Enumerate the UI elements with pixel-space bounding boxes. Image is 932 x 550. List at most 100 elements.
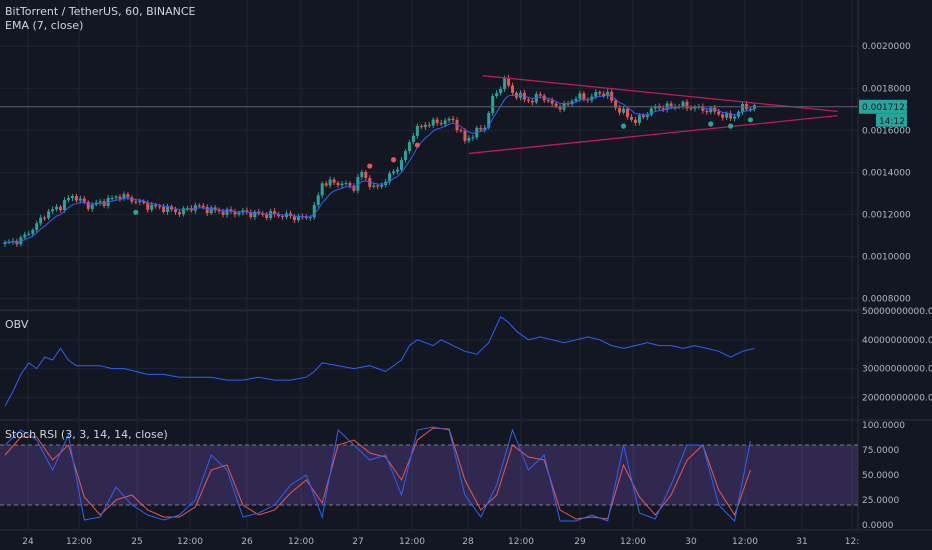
candle-body[interactable] xyxy=(55,206,59,210)
candle-body[interactable] xyxy=(138,201,142,203)
candle-body[interactable] xyxy=(618,107,622,113)
ema-label[interactable]: EMA (7, close) xyxy=(5,19,84,32)
candle-body[interactable] xyxy=(86,201,90,209)
candle-body[interactable] xyxy=(304,216,308,219)
candle-body[interactable] xyxy=(340,183,344,186)
candle-body[interactable] xyxy=(142,201,146,203)
candle-body[interactable] xyxy=(733,116,737,119)
trendline[interactable] xyxy=(482,75,838,113)
candle-body[interactable] xyxy=(273,211,277,215)
candle-body[interactable] xyxy=(201,205,205,208)
candle-body[interactable] xyxy=(689,108,693,110)
candle-body[interactable] xyxy=(534,94,538,103)
stoch-label[interactable]: Stoch RSI (3, 3, 14, 14, close) xyxy=(5,428,168,441)
candle-body[interactable] xyxy=(582,93,586,100)
candle-body[interactable] xyxy=(118,196,122,199)
candle-body[interactable] xyxy=(526,99,530,101)
candle-body[interactable] xyxy=(590,96,594,101)
symbol-title[interactable]: BitTorrent / TetherUS, 60, BINANCE xyxy=(5,5,196,18)
candle-body[interactable] xyxy=(316,195,320,205)
candle-body[interactable] xyxy=(546,100,550,102)
candle-body[interactable] xyxy=(261,213,265,215)
candle-body[interactable] xyxy=(197,205,201,207)
candle-body[interactable] xyxy=(51,209,55,212)
candle-body[interactable] xyxy=(352,185,356,191)
candle-body[interactable] xyxy=(114,196,118,198)
candle-body[interactable] xyxy=(495,93,499,97)
candle-body[interactable] xyxy=(134,201,138,203)
candle-body[interactable] xyxy=(649,108,653,115)
candle-body[interactable] xyxy=(193,205,197,211)
candle-body[interactable] xyxy=(602,93,606,97)
candle-body[interactable] xyxy=(443,120,447,125)
candle-body[interactable] xyxy=(162,206,166,213)
candle-body[interactable] xyxy=(78,198,82,201)
candle-body[interactable] xyxy=(447,118,451,121)
candle-body[interactable] xyxy=(372,185,376,187)
candle-body[interactable] xyxy=(507,77,511,86)
candle-body[interactable] xyxy=(400,160,403,170)
candle-body[interactable] xyxy=(122,194,126,199)
candle-body[interactable] xyxy=(459,130,463,132)
candle-body[interactable] xyxy=(209,207,213,214)
candle-body[interactable] xyxy=(281,216,285,218)
candle-body[interactable] xyxy=(181,208,185,215)
candle-body[interactable] xyxy=(435,119,439,123)
candle-body[interactable] xyxy=(3,242,7,244)
candle-body[interactable] xyxy=(146,202,150,210)
candle-body[interactable] xyxy=(415,126,419,136)
candle-body[interactable] xyxy=(550,100,554,104)
candle-body[interactable] xyxy=(403,151,407,161)
candle-body[interactable] xyxy=(173,209,177,213)
candle-body[interactable] xyxy=(285,213,289,217)
candle-body[interactable] xyxy=(35,223,39,230)
candle-body[interactable] xyxy=(645,114,649,118)
candle-body[interactable] xyxy=(725,113,729,118)
candle-body[interactable] xyxy=(641,115,645,118)
candle-body[interactable] xyxy=(82,198,86,202)
candle-body[interactable] xyxy=(336,182,340,186)
candle-body[interactable] xyxy=(431,119,435,126)
candle-body[interactable] xyxy=(661,108,665,110)
candle-body[interactable] xyxy=(503,77,507,90)
candle-body[interactable] xyxy=(126,194,130,198)
candle-body[interactable] xyxy=(538,94,542,96)
candle-body[interactable] xyxy=(74,196,78,201)
candle-body[interactable] xyxy=(396,169,400,172)
candle-body[interactable] xyxy=(669,103,673,108)
candle-body[interactable] xyxy=(332,179,336,183)
candle-body[interactable] xyxy=(320,183,324,196)
candle-body[interactable] xyxy=(392,171,396,174)
candle-body[interactable] xyxy=(150,204,154,210)
candle-body[interactable] xyxy=(487,112,491,128)
candle-body[interactable] xyxy=(705,110,709,113)
obv-label[interactable]: OBV xyxy=(5,318,29,331)
candle-body[interactable] xyxy=(614,100,618,108)
candle-body[interactable] xyxy=(70,196,74,199)
candle-body[interactable] xyxy=(681,101,685,107)
candle-body[interactable] xyxy=(578,93,582,99)
candle-body[interactable] xyxy=(62,200,66,211)
candle-body[interactable] xyxy=(463,130,467,141)
candle-body[interactable] xyxy=(475,127,479,138)
candle-body[interactable] xyxy=(90,204,94,209)
candle-body[interactable] xyxy=(483,127,487,130)
candle-body[interactable] xyxy=(66,198,70,201)
candle-body[interactable] xyxy=(39,217,43,224)
candle-body[interactable] xyxy=(221,211,225,215)
candle-body[interactable] xyxy=(348,183,352,186)
candle-body[interactable] xyxy=(554,103,558,107)
candle-body[interactable] xyxy=(185,208,189,210)
candle-body[interactable] xyxy=(31,229,35,234)
candle-body[interactable] xyxy=(158,206,162,208)
candle-body[interactable] xyxy=(237,212,241,215)
candle-body[interactable] xyxy=(249,211,253,218)
candle-body[interactable] xyxy=(606,91,610,97)
candle-body[interactable] xyxy=(23,234,27,238)
candle-body[interactable] xyxy=(709,107,713,113)
candle-body[interactable] xyxy=(499,89,503,94)
candle-body[interactable] xyxy=(225,209,229,215)
candle-body[interactable] xyxy=(598,92,602,94)
candle-body[interactable] xyxy=(344,183,348,185)
candle-body[interactable] xyxy=(685,101,689,109)
